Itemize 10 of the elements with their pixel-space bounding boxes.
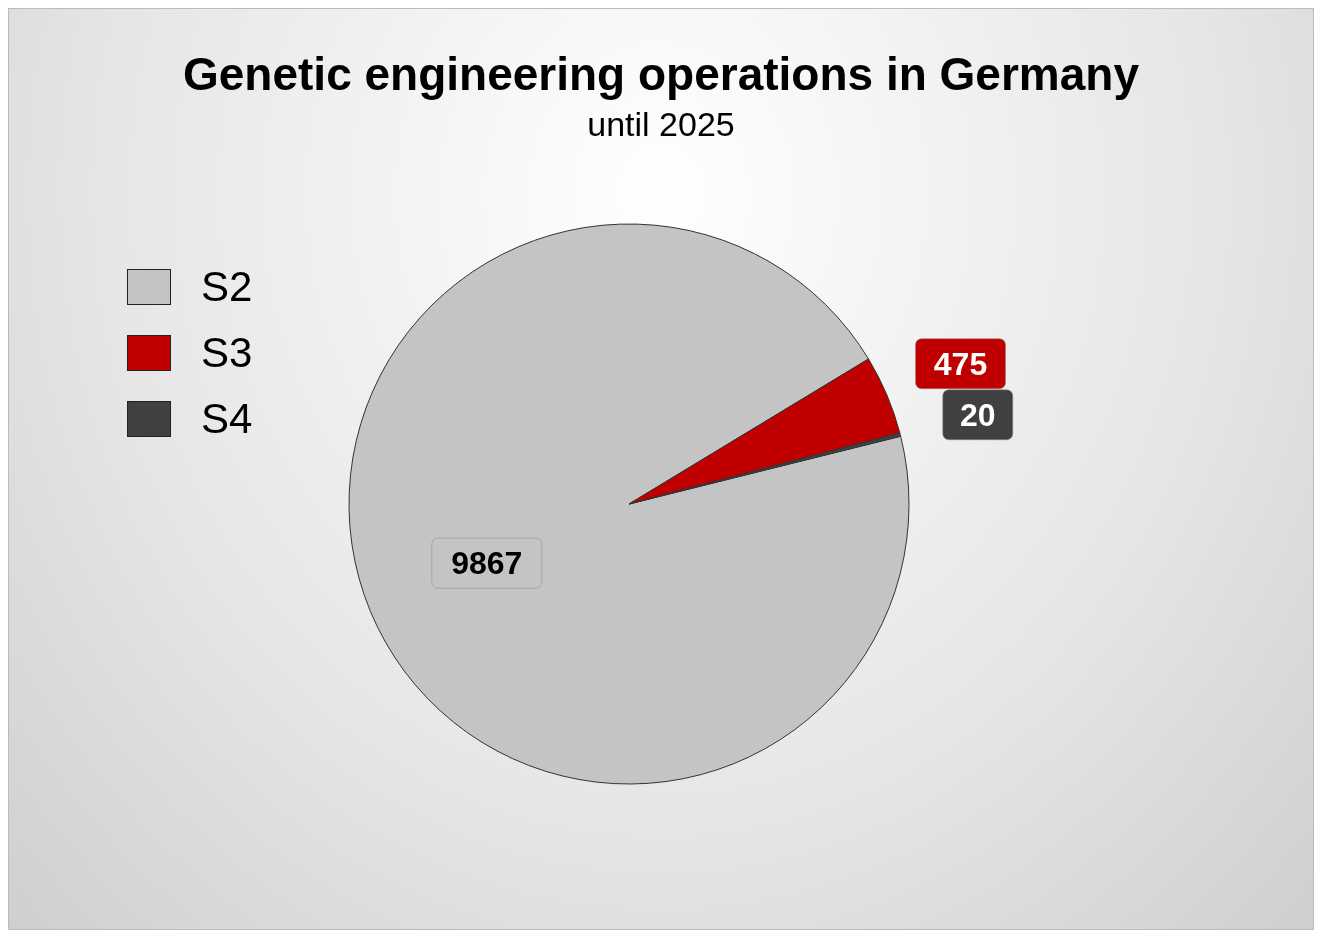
slice-label: S2 bbox=[201, 263, 253, 311]
pie-slice bbox=[628, 358, 901, 505]
legend-label: S3 bbox=[201, 329, 253, 377]
chart-subtitle: until 2025 bbox=[586, 105, 736, 144]
data-label: 475 bbox=[933, 345, 988, 382]
chart-title: Genetic engineering operations in Germany bbox=[182, 47, 1140, 101]
legend-label: S4 bbox=[201, 395, 253, 443]
data-label: 20 bbox=[959, 396, 996, 433]
data-label: 9867 bbox=[451, 545, 523, 582]
pie-slice bbox=[348, 223, 910, 785]
